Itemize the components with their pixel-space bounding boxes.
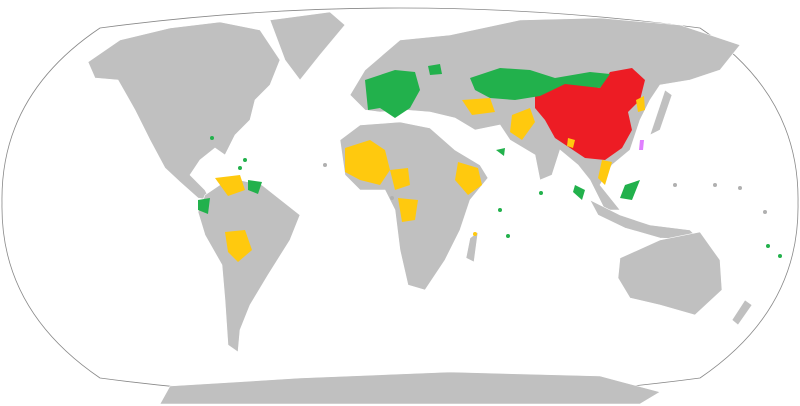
island-dot [210, 136, 214, 140]
island-dot [713, 183, 717, 187]
island-dot [498, 208, 502, 212]
europe-green [365, 70, 420, 118]
bolivia-yellow [225, 230, 252, 262]
korea-yellow [636, 96, 645, 112]
malaysia-green [573, 185, 585, 200]
island-dot [238, 166, 242, 170]
uae-green [496, 148, 505, 156]
angola-yellow [398, 198, 418, 222]
island-dot [763, 210, 767, 214]
pakistan-yellow [510, 108, 535, 140]
island-dot [738, 186, 742, 190]
central-asia-green [470, 68, 610, 100]
belarus-green [428, 64, 442, 75]
bangladesh-yellow [567, 138, 575, 148]
greenland [269, 11, 346, 81]
guyana-green [248, 180, 262, 194]
australia [617, 231, 723, 316]
south-america [197, 177, 301, 353]
indochina-yellow [598, 160, 612, 185]
venezuela-yellow [215, 175, 245, 196]
antarctica [159, 371, 661, 405]
taiwan [639, 140, 644, 150]
philippines-green [620, 180, 640, 200]
island-markers [210, 136, 782, 258]
island-dot [323, 163, 327, 167]
middle-east-yellow [462, 98, 495, 115]
island-dot [778, 254, 782, 258]
new-zealand [731, 299, 753, 326]
island-dot [539, 191, 543, 195]
ecuador-green [198, 198, 210, 214]
island-dot [673, 183, 677, 187]
highlighted-countries [198, 64, 645, 262]
china [535, 68, 645, 160]
sahel-yellow [345, 140, 390, 185]
north-america [87, 21, 281, 201]
island-dot [506, 234, 510, 238]
nigeria-yellow [390, 168, 410, 190]
island-dot [766, 244, 770, 248]
japan [649, 89, 673, 136]
ethiopia-yellow [455, 162, 482, 195]
island-dot [473, 232, 477, 236]
island-dot [390, 196, 394, 200]
island-dot [243, 158, 247, 162]
